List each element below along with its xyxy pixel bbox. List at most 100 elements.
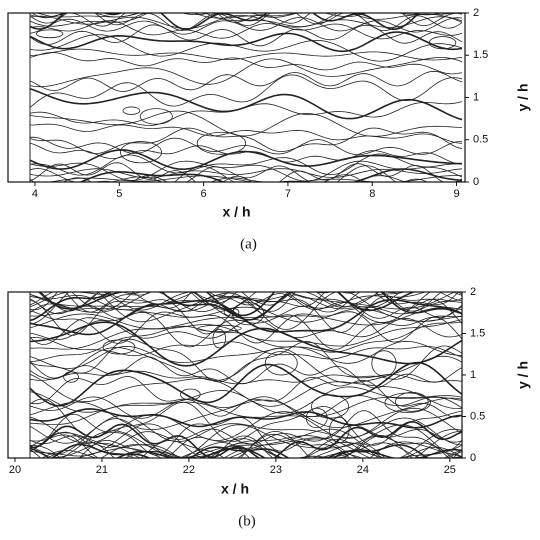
x-tick-label: 7	[285, 188, 291, 200]
contour-line	[30, 431, 462, 458]
contour-line	[30, 136, 462, 156]
contour-loop	[196, 131, 247, 155]
contour-line	[61, 428, 462, 458]
contour-line	[30, 165, 428, 182]
contour-line	[30, 295, 462, 336]
contour-line	[35, 13, 455, 20]
x-tick-label: 4	[32, 188, 38, 200]
contour-line	[30, 340, 462, 369]
contour-line	[30, 407, 462, 444]
contour-line	[30, 410, 462, 456]
x-tick-label: 6	[201, 188, 207, 200]
contour-line	[30, 149, 462, 171]
x-tick-label: 8	[369, 188, 375, 200]
contour-line	[30, 48, 463, 61]
contour-line	[39, 442, 462, 458]
contour-loop	[120, 141, 162, 164]
contour-loop	[139, 108, 173, 125]
y-tick-label: 0.5	[473, 134, 488, 146]
x-tick-label: 24	[357, 464, 369, 476]
contours	[30, 292, 462, 458]
x-tick-label: 9	[454, 188, 460, 200]
contour-line	[30, 408, 462, 429]
contour-line	[47, 175, 463, 182]
contour-line	[30, 317, 462, 341]
contour-line	[79, 168, 463, 182]
contour-line	[30, 13, 443, 18]
y-tick-label: 1	[470, 369, 476, 381]
y-tick-label: 0	[473, 176, 479, 188]
y-axis-title: y / h	[515, 361, 531, 389]
contour-loop	[122, 106, 141, 115]
contour-line	[30, 142, 463, 165]
contour-loop	[231, 302, 265, 326]
contour-loop	[63, 371, 79, 383]
contour-line	[30, 425, 462, 448]
x-tick-label: 22	[183, 464, 195, 476]
contour-loop	[35, 29, 64, 39]
contour-line	[30, 57, 463, 88]
contour-loop	[180, 388, 201, 401]
y-axis-title: y / h	[515, 83, 531, 111]
contour-line	[30, 306, 462, 323]
contour-line	[30, 361, 462, 407]
contour-line	[30, 447, 462, 458]
panel-caption: (a)	[240, 236, 257, 252]
contour-line	[30, 310, 462, 344]
contour-line	[30, 13, 463, 28]
contour-loop	[212, 328, 226, 349]
contour-line	[30, 321, 462, 363]
contour-line	[39, 292, 443, 312]
contour-line	[30, 123, 463, 144]
contour-line	[45, 441, 462, 458]
contour-line	[30, 13, 463, 31]
contour-line	[30, 338, 462, 383]
contour-line	[41, 446, 462, 458]
contour-loop	[305, 407, 328, 429]
contour-line	[30, 14, 463, 29]
contour-line	[30, 292, 459, 311]
x-axis-title: x / h	[221, 481, 249, 497]
contour-loop	[102, 339, 136, 355]
contour-line	[37, 292, 416, 317]
contour-line	[30, 321, 462, 367]
contour-line	[30, 434, 450, 458]
contour-line	[30, 292, 427, 313]
contour-line	[30, 307, 462, 330]
contour-line	[30, 70, 463, 92]
x-tick-label: 21	[96, 464, 108, 476]
contour-line	[30, 20, 463, 40]
contour-line	[30, 319, 462, 350]
x-tick-label: 23	[270, 464, 282, 476]
contour-line	[30, 31, 463, 53]
y-tick-label: 2	[470, 286, 476, 298]
contour-line	[30, 336, 462, 360]
inlet-block	[7, 12, 31, 183]
contour-line	[30, 87, 463, 121]
contour-line	[30, 418, 456, 458]
y-tick-label: 1.5	[470, 327, 485, 339]
contour-line	[30, 165, 397, 182]
contour-loop	[395, 392, 429, 412]
contour-loop	[384, 392, 431, 413]
y-tick-label: 2	[473, 7, 479, 19]
x-tick-label: 20	[9, 464, 21, 476]
y-tick-label: 1	[473, 91, 479, 103]
contour-loop	[311, 394, 350, 419]
contour-loop	[197, 324, 242, 332]
contour-line	[30, 13, 463, 31]
inlet-block	[7, 291, 31, 459]
contour-line	[30, 153, 463, 176]
x-axis-title: x / h	[222, 204, 250, 220]
contour-line	[30, 162, 463, 182]
x-tick-label: 5	[116, 188, 122, 200]
contour-line	[30, 74, 463, 108]
contour-line	[30, 52, 463, 75]
contour-line	[31, 13, 463, 27]
contour-loop	[428, 36, 457, 50]
contour-loop	[371, 350, 397, 377]
y-tick-label: 1.5	[473, 49, 488, 61]
contour-line	[30, 292, 456, 310]
contour-line	[30, 397, 462, 430]
contours	[30, 13, 463, 182]
